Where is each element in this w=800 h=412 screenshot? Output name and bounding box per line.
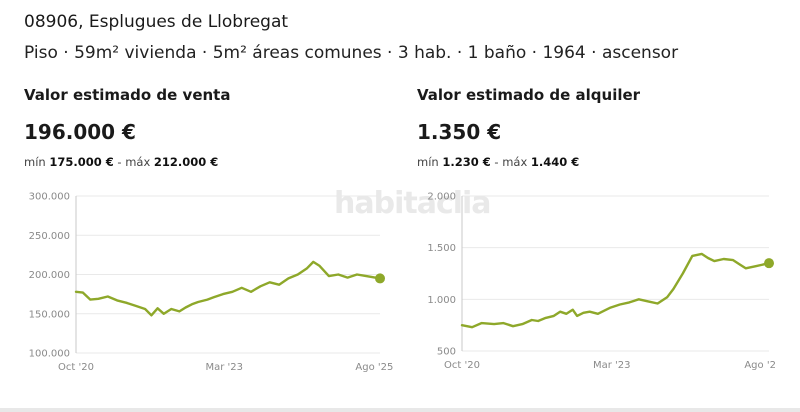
property-address: 08906, Esplugues de Llobregat: [24, 12, 289, 32]
rent-chart-series-line: [460, 252, 771, 329]
sale-chart-x-tick-label: Mar '23: [205, 362, 243, 373]
sale-max-label: máx: [125, 155, 151, 169]
bottom-divider: [0, 408, 800, 412]
sale-estimate-panel: Valor estimado de venta 196.000 € mín 17…: [24, 86, 399, 376]
sale-range-separator: -: [117, 155, 122, 169]
rent-price-chart: 500 1.000 1.500 2.000 Oct '20 Mar '23 Ago '25: [427, 192, 776, 372]
sale-chart-x-tick-label: Oct '20: [58, 362, 94, 373]
rent-chart-x-tick-label: Mar '23: [593, 360, 631, 371]
sale-chart-y-tick-label: 150.000: [29, 309, 70, 320]
sale-min-label: mín: [24, 155, 46, 169]
rent-chart-y-tick-label: 1.500: [427, 243, 456, 254]
property-features: Piso · 59m² vivienda · 5m² áreas comunes…: [24, 43, 679, 63]
sale-max-value: 212.000 €: [153, 155, 219, 169]
sale-chart-last-point: [375, 273, 385, 284]
rent-chart-y-tick-label: 2.000: [427, 192, 456, 203]
sale-chart-x-tick-label: Ago '25: [355, 362, 393, 373]
sale-range: mín 175.000 € - máx 212.000 €: [24, 155, 218, 169]
rent-max-value: 1.440 €: [530, 155, 580, 169]
sale-chart-series-line: [74, 260, 382, 317]
rent-max-label: máx: [502, 155, 528, 169]
rent-estimate-panel: Valor estimado de alquiler 1.350 € mín 1…: [417, 86, 792, 376]
rent-range: mín 1.230 € - máx 1.440 €: [417, 155, 579, 169]
sale-min-value: 175.000 €: [49, 155, 114, 169]
sale-price-chart: 100.000 150.000 200.000 250.000 300.000 Oct '…: [29, 192, 394, 374]
rent-chart-x-tick-label: Oct '20: [444, 360, 480, 371]
sale-value: 196.000 €: [24, 120, 136, 144]
rent-min-label: mín: [417, 155, 439, 169]
sale-chart-y-tick-label: 200.000: [29, 270, 70, 281]
brand-watermark: habitaclia: [334, 186, 492, 221]
rent-chart-last-point: [764, 258, 774, 269]
sale-chart-y-tick-label: 300.000: [29, 192, 70, 203]
rent-range-separator: -: [494, 155, 499, 169]
rent-chart-y-tick-label: 500: [437, 347, 456, 358]
sale-chart-y-tick-label: 250.000: [29, 231, 70, 242]
rent-chart-y-tick-label: 1.000: [427, 295, 456, 306]
rent-min-value: 1.230 €: [442, 155, 491, 169]
sale-title: Valor estimado de venta: [24, 86, 231, 104]
rent-value: 1.350 €: [417, 120, 502, 144]
sale-chart-y-tick-label: 100.000: [29, 349, 70, 360]
rent-chart-x-tick-label: Ago '25: [744, 360, 776, 371]
rent-title: Valor estimado de alquiler: [417, 86, 641, 104]
